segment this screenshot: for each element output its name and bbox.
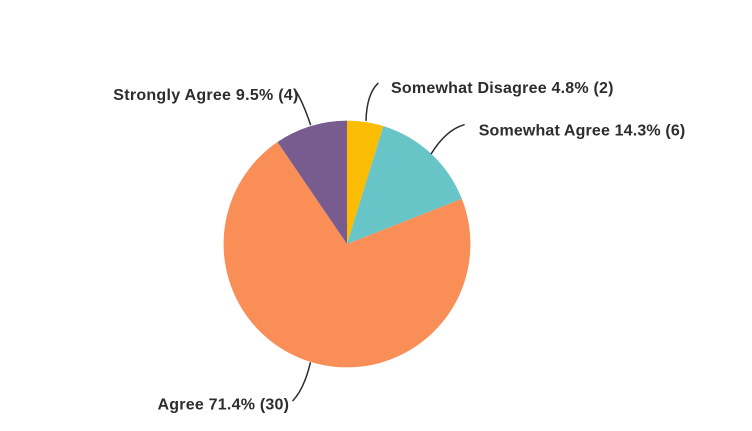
svg-text:Strongly Agree 9.5% (4): Strongly Agree 9.5% (4) xyxy=(113,87,298,104)
svg-text:Somewhat Agree 14.3% (6): Somewhat Agree 14.3% (6) xyxy=(479,123,686,140)
svg-text:Somewhat Disagree 4.8% (2): Somewhat Disagree 4.8% (2) xyxy=(391,80,614,97)
svg-text:Agree 71.4% (30): Agree 71.4% (30) xyxy=(158,396,290,413)
